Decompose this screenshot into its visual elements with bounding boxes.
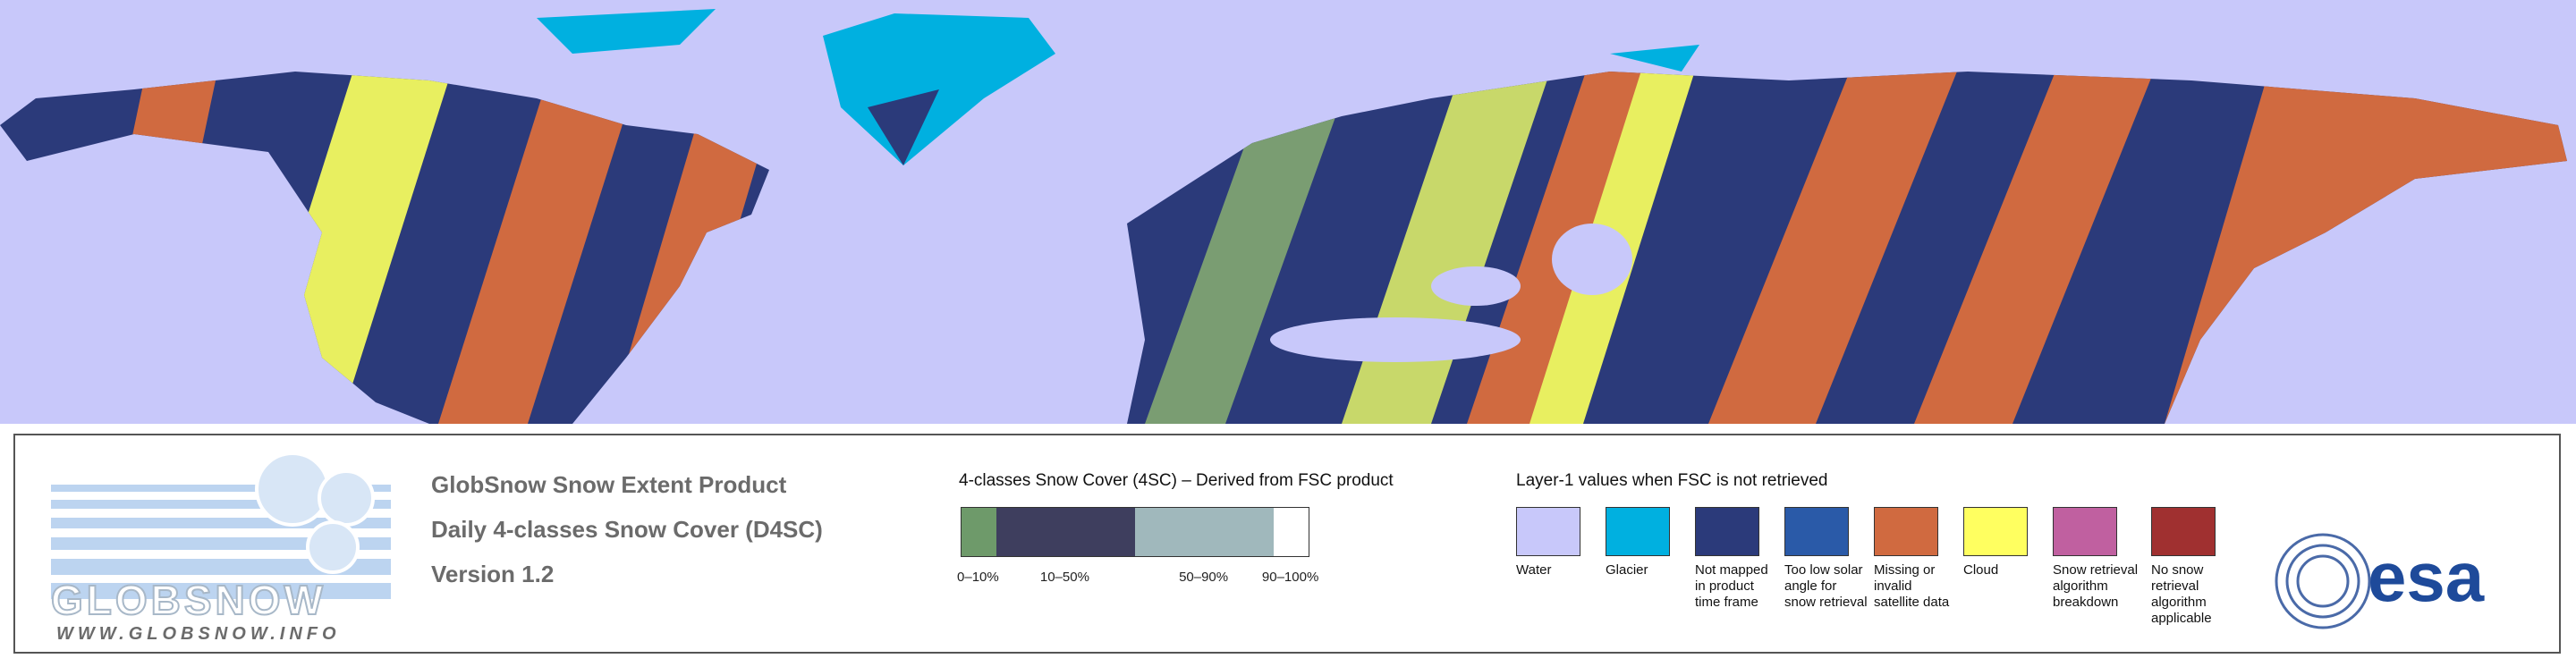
- layer1-swatch: [1784, 507, 1849, 556]
- logo-url: WWW.GLOBSNOW.INFO: [56, 624, 341, 641]
- esa-text: esa: [2368, 537, 2485, 616]
- land: [0, 72, 2567, 424]
- layer1-label: Snow retrieval algorithm breakdown: [2053, 562, 2139, 610]
- fsc-class-swatch: [996, 508, 1135, 556]
- layer1-label: Water: [1516, 562, 1552, 578]
- layer1-label: Glacier: [1606, 562, 1648, 578]
- fsc-colorbar: [961, 507, 1309, 557]
- layer1-swatch: [1606, 507, 1670, 556]
- fsc-class-swatch: [1135, 508, 1275, 556]
- logo-name: GLOBSNOW: [51, 577, 326, 623]
- layer1-swatch: [1516, 507, 1580, 556]
- snow-map: [0, 0, 2576, 424]
- layer1-swatch: [1963, 507, 2028, 556]
- layer1-label: Not mapped in product time frame: [1695, 562, 1768, 610]
- layer1-swatch: [2151, 507, 2216, 556]
- layer1-swatch: [2053, 507, 2117, 556]
- layer1-swatch: [1695, 507, 1759, 556]
- layer1-label: Cloud: [1963, 562, 1999, 578]
- product-version: Version 1.2: [431, 561, 555, 587]
- layer1-label: No snow retrieval algorithm applicable: [2151, 562, 2212, 626]
- fsc-class-swatch: [962, 508, 996, 556]
- product-subtitle: Daily 4-classes Snow Cover (D4SC): [431, 516, 823, 543]
- layer1-label: Too low solar angle for snow retrieval: [1784, 562, 1868, 610]
- fsc-title: 4-classes Snow Cover (4SC) – Derived fro…: [959, 471, 1394, 490]
- legend-panel: GLOBSNOW WWW.GLOBSNOW.INFO GlobSnow Snow…: [13, 434, 2561, 654]
- esa-logo: esa: [2275, 533, 2485, 629]
- product-title: GlobSnow Snow Extent Product: [431, 471, 787, 498]
- layer1-swatch: [1874, 507, 1938, 556]
- globsnow-logo: GLOBSNOW WWW.GLOBSNOW.INFO: [50, 452, 391, 641]
- fsc-class-label: 10–50%: [1039, 570, 1089, 585]
- layer1-title: Layer-1 values when FSC is not retrieved: [1516, 471, 1828, 490]
- layer1-items: Water Glacier Not mapped in product time f…: [1516, 507, 2321, 650]
- fsc-class-label: 50–90%: [1179, 570, 1229, 585]
- fsc-class-swatch: [1274, 508, 1309, 556]
- fsc-class-label: 90–100%: [1261, 570, 1319, 585]
- fsc-class-label: 0–10%: [957, 570, 999, 585]
- layer1-label: Missing or invalid satellite data: [1874, 562, 1950, 610]
